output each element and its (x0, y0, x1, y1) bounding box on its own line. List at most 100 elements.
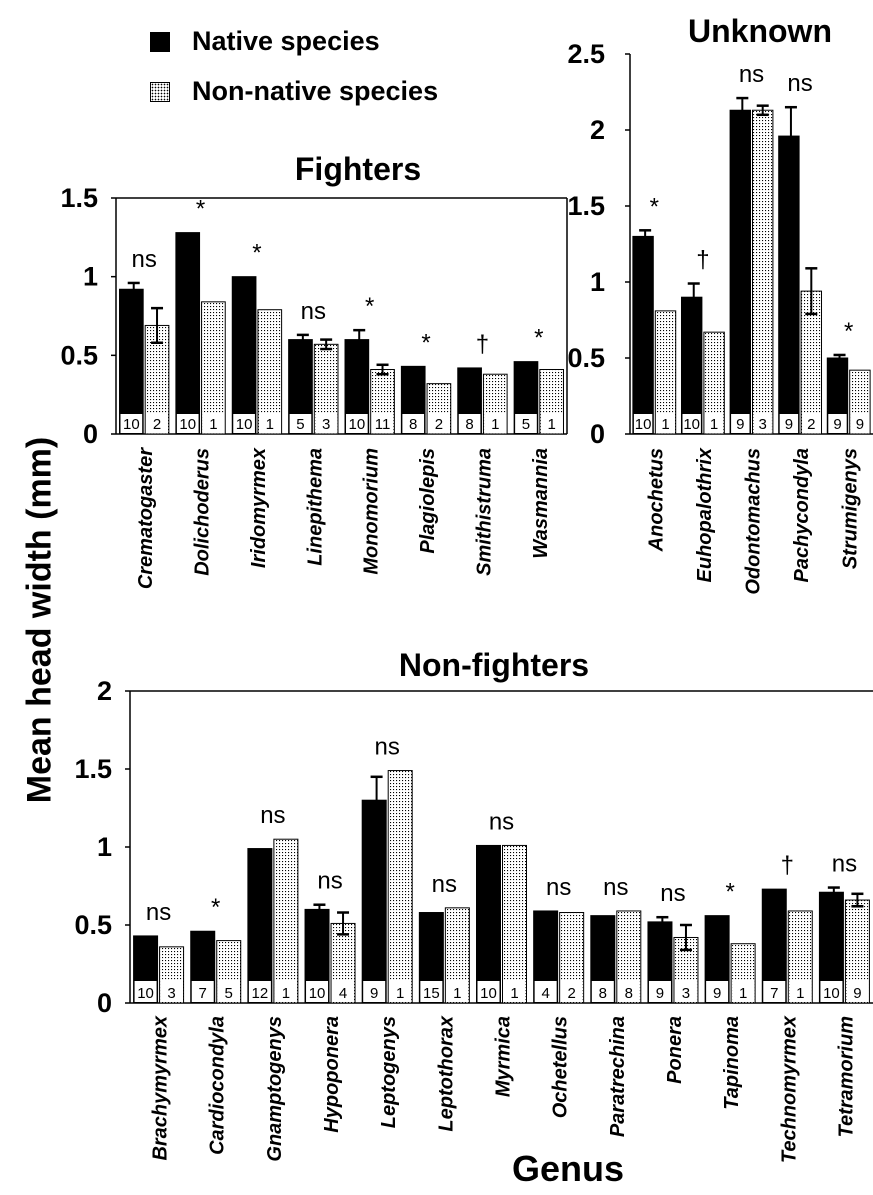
n-box-nonnative (332, 981, 355, 1002)
x-axis-label: Genus (512, 1148, 625, 1189)
n-box-native (731, 414, 750, 433)
n-label-native: 5 (522, 416, 530, 433)
significance-label: * (211, 894, 220, 921)
category-label: Wasmannia (530, 448, 552, 559)
significance-label: * (421, 329, 430, 356)
n-box-nonnative (503, 981, 526, 1002)
n-label-native: 8 (409, 416, 417, 433)
significance-label: ns (489, 808, 514, 835)
n-box-nonnative (704, 414, 724, 433)
n-label-native: 10 (236, 416, 253, 433)
category-label: Anochetus (645, 448, 667, 552)
n-label-nonnative: 3 (322, 416, 330, 433)
unknown-panel: 0 0.5 1 1.5 2 2.5 Unknown 10 1 * Anochetus 10 1 † Euho… (567, 13, 873, 595)
n-box-native (633, 414, 653, 433)
n-label-native: 10 (823, 985, 840, 1002)
n-box-native (648, 981, 671, 1002)
y-tick-label: 0 (83, 419, 98, 449)
n-label-native: 9 (785, 416, 793, 433)
significance-label: ns (603, 874, 628, 901)
bar-native (680, 296, 703, 435)
n-label-native: 9 (713, 985, 721, 1002)
category-label: Plagiolepis (417, 448, 439, 554)
n-box-native (420, 981, 443, 1002)
category-label: Euhopalothrix (694, 447, 716, 582)
bar-nonnative (273, 838, 299, 1004)
significance-label: ns (375, 734, 400, 761)
significance-label: * (844, 318, 853, 345)
n-box-native (706, 981, 729, 1002)
n-box-nonnative (850, 414, 870, 433)
n-label-native: 12 (252, 985, 269, 1002)
n-box-nonnative (802, 414, 821, 433)
bar-native (729, 109, 752, 435)
y-tick-label: 1.5 (567, 191, 605, 221)
n-box-nonnative (202, 414, 225, 433)
legend-item-native: Native species (150, 26, 380, 57)
significance-label: * (196, 196, 205, 223)
significance-label: * (725, 879, 734, 906)
n-box-native (591, 981, 614, 1002)
n-box-nonnative (789, 981, 812, 1002)
n-box-nonnative (371, 414, 394, 433)
n-box-nonnative (560, 981, 583, 1002)
bar-nonnative (201, 301, 226, 435)
n-label-nonnative: 1 (282, 985, 290, 1002)
n-label-nonnative: 2 (153, 416, 161, 433)
n-label-native: 4 (541, 985, 549, 1002)
n-box-native (120, 414, 143, 433)
bar-native (361, 799, 387, 1004)
n-label-nonnative: 1 (739, 985, 747, 1002)
n-label-nonnative: 1 (396, 985, 404, 1002)
bar-native (476, 844, 501, 1004)
n-box-native (763, 981, 786, 1002)
category-label: Strumigenys (840, 448, 862, 569)
panel-title: Unknown (688, 13, 832, 49)
significance-label: † (476, 331, 489, 358)
n-label-nonnative: 3 (167, 985, 175, 1002)
n-label-native: 8 (465, 416, 473, 433)
n-label-nonnative: 2 (567, 985, 575, 1002)
n-box-nonnative (846, 981, 869, 1002)
n-label-native: 10 (179, 416, 196, 433)
n-box-nonnative (274, 981, 297, 1002)
n-box-nonnative (656, 414, 675, 433)
n-label-nonnative: 1 (453, 985, 461, 1002)
n-box-native (176, 414, 199, 433)
n-label-nonnative: 4 (339, 985, 347, 1002)
y-tick-label: 2 (590, 115, 605, 145)
significance-label: * (534, 325, 543, 352)
n-label-native: 10 (137, 985, 154, 1002)
n-label-nonnative: 5 (225, 985, 233, 1002)
n-box-native (458, 414, 481, 433)
native-swatch-icon (150, 31, 170, 52)
n-label-native: 10 (309, 985, 326, 1002)
category-label: Tetramorium (835, 1016, 857, 1138)
category-label: Tapinoma (721, 1016, 743, 1110)
category-label: Crematogaster (135, 447, 157, 589)
n-label-nonnative: 1 (547, 416, 555, 433)
n-box-native (820, 981, 843, 1002)
n-label-native: 9 (736, 416, 744, 433)
n-box-nonnative (753, 414, 772, 433)
significance-label: † (696, 247, 709, 274)
panel-title: Fighters (295, 151, 421, 187)
n-box-native (682, 414, 701, 433)
category-label: Hypoponera (321, 1016, 343, 1133)
significance-label: ns (301, 298, 326, 325)
n-box-native (134, 981, 157, 1002)
n-label-nonnative: 1 (710, 416, 718, 433)
category-label: Gnamptogenys (264, 1016, 286, 1162)
n-box-nonnative (160, 981, 183, 1002)
significance-label: * (365, 293, 374, 320)
n-box-native (306, 981, 329, 1002)
n-label-native: 5 (296, 416, 304, 433)
significance-label: ns (146, 899, 171, 926)
significance-label: * (650, 193, 659, 220)
category-label: Ponera (664, 1016, 686, 1084)
category-label: Brachymyrmex (150, 1015, 172, 1160)
n-box-nonnative (428, 414, 450, 433)
y-tick-label: 2.5 (567, 39, 605, 69)
bar-native (632, 235, 654, 435)
category-label: Odontomachus (743, 448, 765, 595)
